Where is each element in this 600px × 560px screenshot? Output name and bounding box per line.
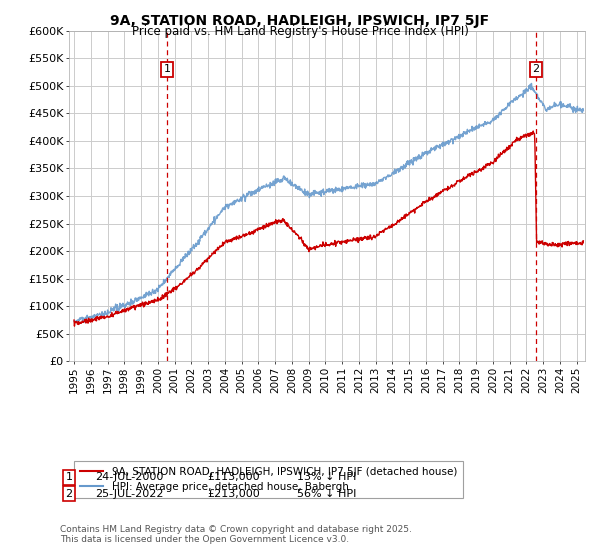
Text: 24-JUL-2000: 24-JUL-2000 [95, 472, 163, 482]
Legend: 9A, STATION ROAD, HADLEIGH, IPSWICH, IP7 5JF (detached house), HPI: Average pric: 9A, STATION ROAD, HADLEIGH, IPSWICH, IP7… [74, 460, 463, 498]
Text: Price paid vs. HM Land Registry's House Price Index (HPI): Price paid vs. HM Land Registry's House … [131, 25, 469, 38]
Text: 2: 2 [65, 489, 73, 499]
Text: 25-JUL-2022: 25-JUL-2022 [95, 489, 163, 499]
Text: Contains HM Land Registry data © Crown copyright and database right 2025.
This d: Contains HM Land Registry data © Crown c… [60, 525, 412, 544]
Text: 13% ↓ HPI: 13% ↓ HPI [297, 472, 356, 482]
Text: £213,000: £213,000 [207, 489, 260, 499]
Text: 56% ↓ HPI: 56% ↓ HPI [297, 489, 356, 499]
Text: £113,000: £113,000 [207, 472, 260, 482]
Text: 1: 1 [164, 64, 170, 74]
Text: 9A, STATION ROAD, HADLEIGH, IPSWICH, IP7 5JF: 9A, STATION ROAD, HADLEIGH, IPSWICH, IP7… [110, 14, 490, 28]
Text: 1: 1 [65, 472, 73, 482]
Text: 2: 2 [532, 64, 539, 74]
